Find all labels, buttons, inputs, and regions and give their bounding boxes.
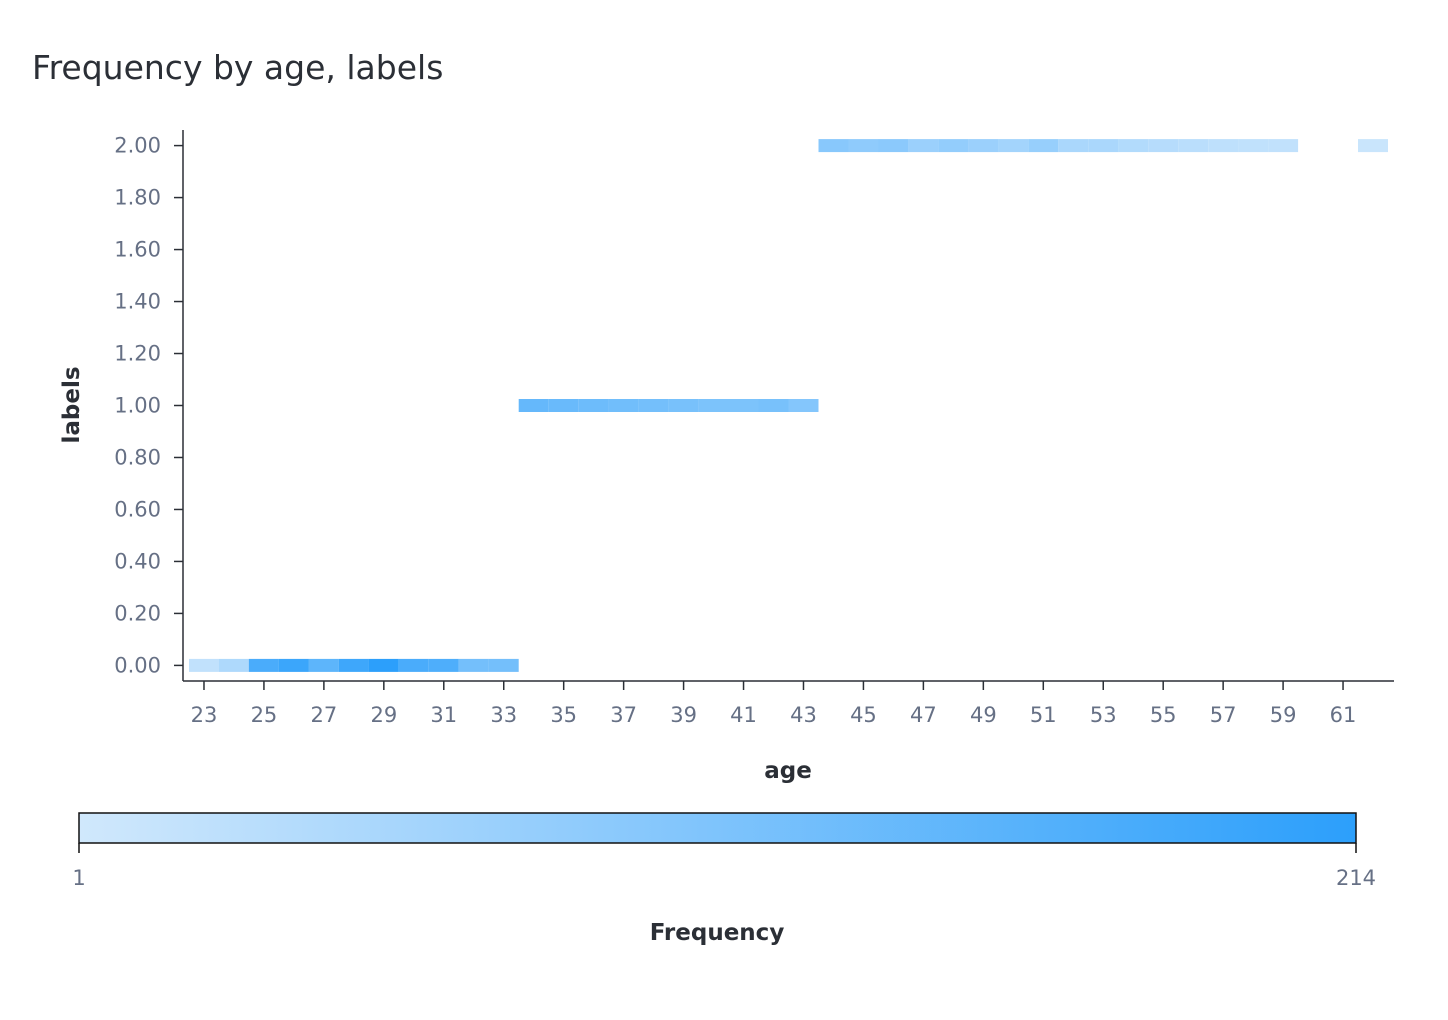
colorbar-min-label: 1	[72, 866, 85, 890]
heatmap-cell	[698, 399, 729, 412]
heatmap-cell	[938, 139, 969, 153]
y-tick-label: 1.20	[114, 342, 161, 366]
heatmap-cell	[728, 399, 759, 412]
heatmap-cell	[878, 139, 909, 153]
x-tick-label: 27	[311, 703, 338, 727]
x-tick-label: 61	[1330, 703, 1357, 727]
y-tick-label: 0.80	[114, 445, 161, 469]
y-tick-label: 1.60	[114, 238, 161, 262]
x-tick-label: 59	[1270, 703, 1297, 727]
y-tick-label: 1.00	[114, 394, 161, 418]
x-tick-label: 47	[910, 703, 937, 727]
x-tick-label: 39	[670, 703, 697, 727]
colorbar: 1 214 Frequency	[72, 812, 1376, 946]
heatmap-cell	[848, 139, 879, 153]
heatmap-cell	[1268, 139, 1299, 153]
heatmap-cell	[308, 658, 339, 672]
x-tick-label: 51	[1030, 703, 1057, 727]
heatmap-cell	[248, 658, 279, 672]
heatmap-cell	[338, 658, 369, 672]
y-tick-label: 0.60	[114, 497, 161, 521]
x-tick-label: 29	[370, 703, 397, 727]
colorbar-title: Frequency	[650, 920, 785, 946]
heatmap-cell	[278, 658, 309, 672]
heatmap-cell	[998, 139, 1029, 153]
x-tick-label: 45	[850, 703, 877, 727]
x-tick-label: 33	[490, 703, 517, 727]
heatmap-cell	[818, 139, 849, 153]
heatmap-cell	[968, 139, 999, 153]
y-axis-title: labels	[59, 366, 85, 443]
heatmap-cells	[189, 139, 1388, 672]
y-tick-label: 2.00	[114, 134, 161, 158]
x-ticks: 23 25 27 29 31 33 35 37 39 41 43 45 47 49 51 53 55 57 59 61	[191, 681, 1357, 727]
x-tick-label: 53	[1090, 703, 1117, 727]
x-tick-label: 49	[970, 703, 997, 727]
y-tick-label: 0.40	[114, 549, 161, 573]
heatmap-cell	[1088, 139, 1119, 153]
y-tick-label: 0.20	[114, 601, 161, 625]
heatmap-cell	[189, 658, 219, 672]
chart-title: Frequency by age, labels	[32, 48, 444, 87]
heatmap-cell	[548, 399, 579, 412]
heatmap-cell	[1058, 139, 1089, 153]
colorbar-max-label: 214	[1336, 866, 1376, 890]
x-tick-label: 23	[191, 703, 218, 727]
heatmap-cell	[428, 658, 459, 672]
heatmap-cell	[1208, 139, 1239, 153]
heatmap-cell	[488, 658, 519, 672]
heatmap-cell	[608, 399, 639, 412]
heatmap-cell	[458, 658, 489, 672]
heatmap-cell	[1238, 139, 1269, 153]
heatmap-cell	[668, 399, 699, 412]
heatmap-cell	[1118, 139, 1149, 153]
heatmap-cell	[518, 399, 549, 412]
x-tick-label: 35	[550, 703, 577, 727]
heatmap-cell	[368, 658, 399, 672]
heatmap-cell	[788, 399, 819, 412]
x-tick-label: 31	[430, 703, 457, 727]
x-axis-title: age	[764, 758, 812, 784]
x-tick-label: 57	[1210, 703, 1237, 727]
y-ticks: 0.00 0.20 0.40 0.60 0.80 1.00 1.20 1.40 1.60 1.80…	[114, 134, 183, 677]
colorbar-gradient	[78, 812, 1357, 844]
x-tick-label: 25	[251, 703, 278, 727]
heatmap-cell	[1358, 139, 1388, 153]
heatmap-cell	[1178, 139, 1209, 153]
heatmap-cell	[908, 139, 939, 153]
heatmap-cell	[219, 658, 249, 672]
heatmap-cell	[638, 399, 669, 412]
y-tick-label: 1.40	[114, 290, 161, 314]
y-tick-label: 1.80	[114, 186, 161, 210]
heatmap-cell	[758, 399, 789, 412]
heatmap-cell	[1148, 139, 1179, 153]
heatmap-cell	[398, 658, 429, 672]
x-tick-label: 37	[610, 703, 637, 727]
x-tick-label: 55	[1150, 703, 1177, 727]
y-tick-label: 0.00	[114, 653, 161, 677]
heatmap-cell	[1028, 139, 1059, 153]
x-tick-label: 43	[790, 703, 817, 727]
x-tick-label: 41	[730, 703, 757, 727]
heatmap-cell	[578, 399, 609, 412]
